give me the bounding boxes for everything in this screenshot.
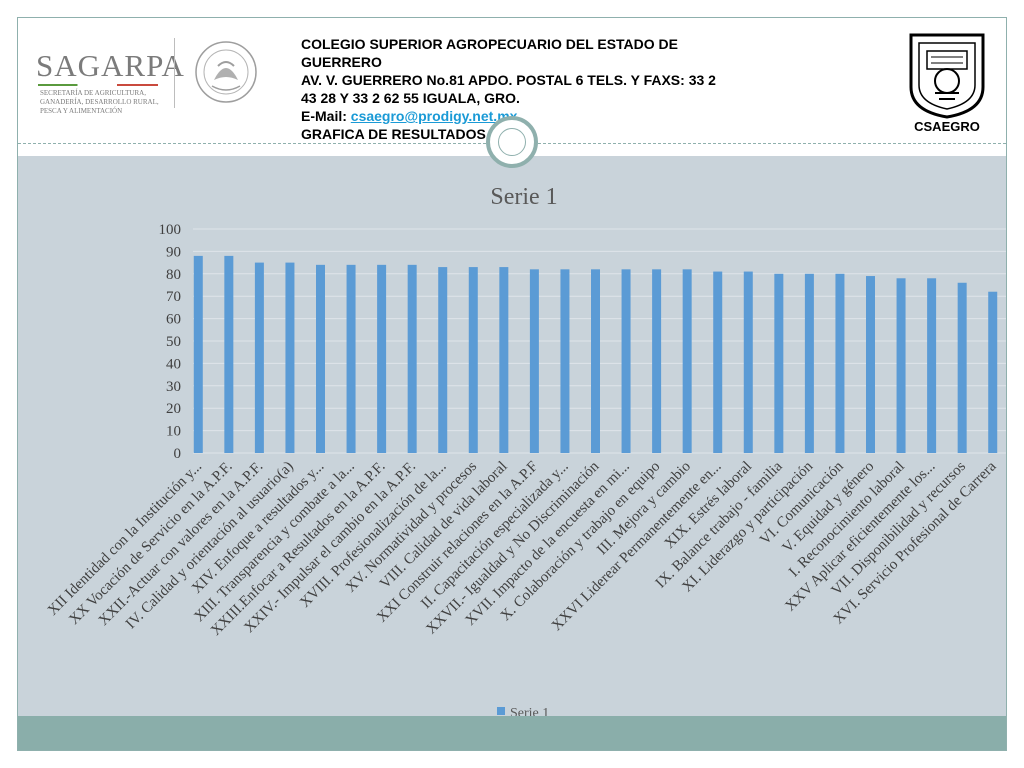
bar xyxy=(713,271,723,453)
y-tick-label: 0 xyxy=(174,446,182,462)
bar xyxy=(896,278,906,453)
y-tick-label: 70 xyxy=(166,289,181,305)
y-tick-label: 30 xyxy=(166,379,181,395)
y-tick-label: 90 xyxy=(166,244,181,260)
gridlines xyxy=(193,228,1006,454)
bar xyxy=(407,264,417,453)
bar xyxy=(621,269,631,453)
y-axis-ticks: 0 10 20 30 40 50 60 70 80 90 100 xyxy=(159,222,182,462)
y-tick-label: 10 xyxy=(166,424,181,440)
report-title: GRAFICA DE RESULTADOS xyxy=(301,126,486,142)
bar xyxy=(835,273,845,453)
bar xyxy=(285,262,295,453)
bar xyxy=(224,255,234,453)
bar xyxy=(560,269,570,453)
sagarpa-flag-bar xyxy=(38,84,158,86)
mexico-seal-icon xyxy=(195,41,257,103)
bar xyxy=(988,291,998,453)
chart-area: Serie 1 0 10 20 30 40 50 60 70 80 90 100 XII Ident… xyxy=(18,156,1006,716)
y-tick-label: 40 xyxy=(166,356,181,372)
sagarpa-logo: SAGARPA SECRETARÍA DE AGRICULTURA, GANAD… xyxy=(36,48,184,118)
bar xyxy=(957,282,967,453)
bar xyxy=(193,255,203,453)
bar xyxy=(529,269,539,453)
legend-swatch xyxy=(497,707,505,715)
csaegro-shield-icon xyxy=(909,33,985,119)
bar xyxy=(254,262,264,453)
bars xyxy=(193,255,998,453)
email-label: E-Mail: xyxy=(301,108,351,124)
email-link[interactable]: csaegro@prodigy.net.mx xyxy=(350,108,518,124)
logo-divider xyxy=(174,38,175,108)
x-axis-labels: XII Identidad con la Institución y...XX … xyxy=(45,458,1000,639)
legend: Serie 1 xyxy=(497,706,549,716)
bar xyxy=(377,264,387,453)
y-tick-label: 60 xyxy=(166,312,181,328)
y-tick-label: 20 xyxy=(166,401,181,417)
bar xyxy=(346,264,356,453)
bottom-band xyxy=(18,716,1006,750)
chart-title: Serie 1 xyxy=(490,184,557,210)
phone-line: 43 28 Y 33 2 62 55 IGUALA, GRO. xyxy=(301,90,520,106)
legend-label: Serie 1 xyxy=(510,706,549,716)
email-row: E-Mail: csaegro@prodigy.net.mx xyxy=(301,107,841,125)
bar-chart: Serie 1 0 10 20 30 40 50 60 70 80 90 100 XII Ident… xyxy=(45,184,1006,716)
csaegro-logo: CSAEGRO xyxy=(905,27,989,139)
decorative-ring-inner xyxy=(498,128,526,156)
bar xyxy=(438,267,448,453)
bar xyxy=(804,273,814,453)
bar xyxy=(499,267,509,453)
y-tick-label: 50 xyxy=(166,334,181,350)
bar xyxy=(927,278,937,453)
bar xyxy=(652,269,662,453)
bar xyxy=(468,267,478,453)
sagarpa-wordmark: SAGARPA xyxy=(36,48,185,83)
bar xyxy=(774,273,784,453)
bar xyxy=(743,271,753,453)
csaegro-label: CSAEGRO xyxy=(914,119,980,134)
y-tick-label: 80 xyxy=(166,267,181,283)
address-line: AV. V. GUERRERO No.81 APDO. POSTAL 6 TEL… xyxy=(301,72,716,88)
sagarpa-subtitle: SECRETARÍA DE AGRICULTURA, GANADERÍA, DE… xyxy=(40,89,159,115)
bar xyxy=(591,269,600,453)
institution-name: COLEGIO SUPERIOR AGROPECUARIO DEL ESTADO… xyxy=(301,36,679,52)
institution-name-cont: GUERRERO xyxy=(301,54,382,70)
decorative-ring xyxy=(486,116,538,168)
bar xyxy=(316,264,325,453)
header-text: COLEGIO SUPERIOR AGROPECUARIO DEL ESTADO… xyxy=(301,35,841,143)
y-tick-label: 100 xyxy=(159,222,182,238)
bar xyxy=(682,269,692,453)
bar xyxy=(866,276,875,453)
